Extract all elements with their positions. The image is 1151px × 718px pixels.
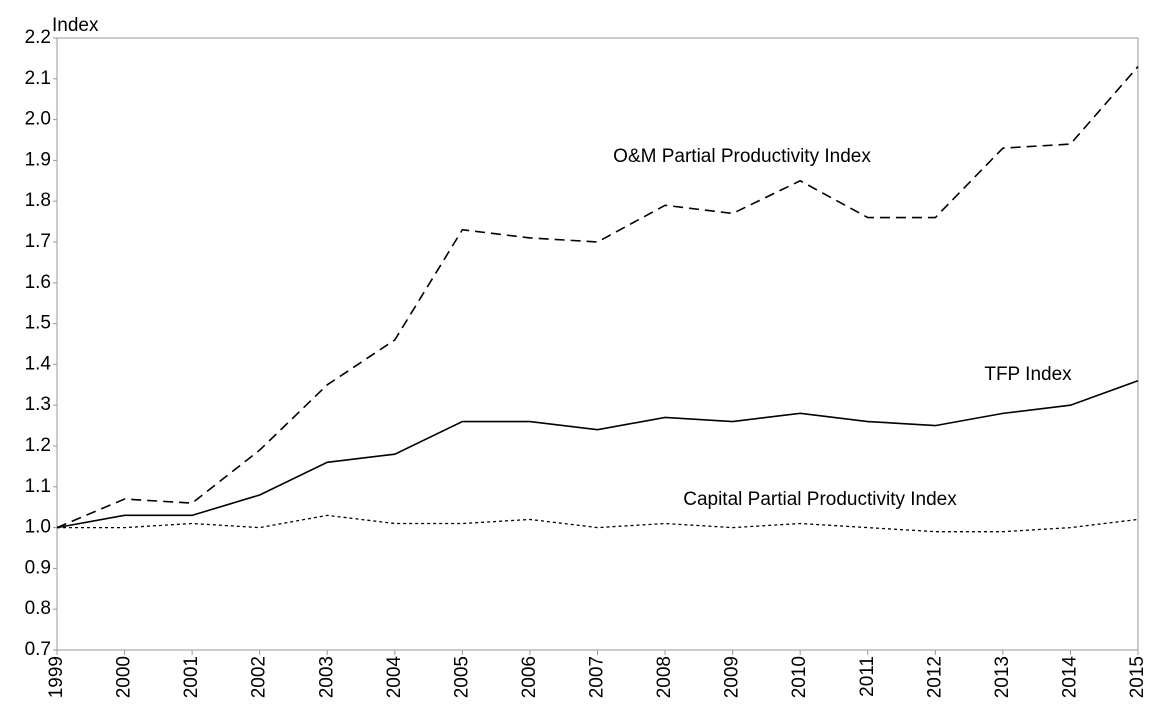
x-tick-label: 2003 <box>316 656 337 698</box>
x-tick-label: 2000 <box>114 656 135 698</box>
x-tick-label: 2005 <box>451 656 472 698</box>
series-label: TFP Index <box>984 364 1072 385</box>
series-line <box>56 66 1139 529</box>
x-tick-label: 2010 <box>789 656 810 698</box>
x-tick-label: 2014 <box>1059 656 1080 699</box>
y-tick-label: 0.8 <box>25 598 51 619</box>
y-tick-label: 2.1 <box>25 68 51 89</box>
y-tick-label: 1.1 <box>25 476 51 497</box>
y-tick-label: 1.8 <box>25 190 51 211</box>
y-tick-label: 1.6 <box>25 272 51 293</box>
plot-frame <box>56 37 1139 651</box>
y-tick-label: 1.3 <box>25 394 51 415</box>
y-tick-label: 2.2 <box>25 27 51 48</box>
y-tick-label: 1.9 <box>25 149 51 170</box>
x-tick-label: 2006 <box>519 656 540 698</box>
x-tick-label: 2002 <box>249 656 270 698</box>
y-tick-label: 2.0 <box>25 109 51 130</box>
y-tick-label: 1.2 <box>25 435 51 456</box>
x-tick-label: 2009 <box>722 656 743 698</box>
x-tick-label: 2001 <box>181 656 202 698</box>
x-tick-label: 2015 <box>1127 656 1148 698</box>
x-tick-label: 2007 <box>587 656 608 698</box>
series-line <box>57 514 1139 533</box>
series-label: O&M Partial Productivity Index <box>613 146 871 167</box>
x-tick-label: 1999 <box>46 656 67 698</box>
x-tick-label: 2008 <box>654 656 675 698</box>
y-tick-label: 0.9 <box>25 557 51 578</box>
x-tick-label: 2011 <box>857 656 878 697</box>
y-axis-label: Index <box>52 15 99 36</box>
y-tick-label: 1.0 <box>25 517 51 538</box>
y-tick-label: 1.5 <box>25 313 51 334</box>
x-tick-label: 2013 <box>992 656 1013 698</box>
x-tick-label: 2012 <box>924 656 945 698</box>
y-tick-label: 1.4 <box>25 353 52 374</box>
y-tick-label: 1.7 <box>25 231 51 252</box>
series-label: Capital Partial Productivity Index <box>683 489 957 510</box>
x-tick-label: 2004 <box>384 656 405 699</box>
y-tick-label: 0.7 <box>25 639 51 660</box>
series-line <box>56 379 1139 529</box>
